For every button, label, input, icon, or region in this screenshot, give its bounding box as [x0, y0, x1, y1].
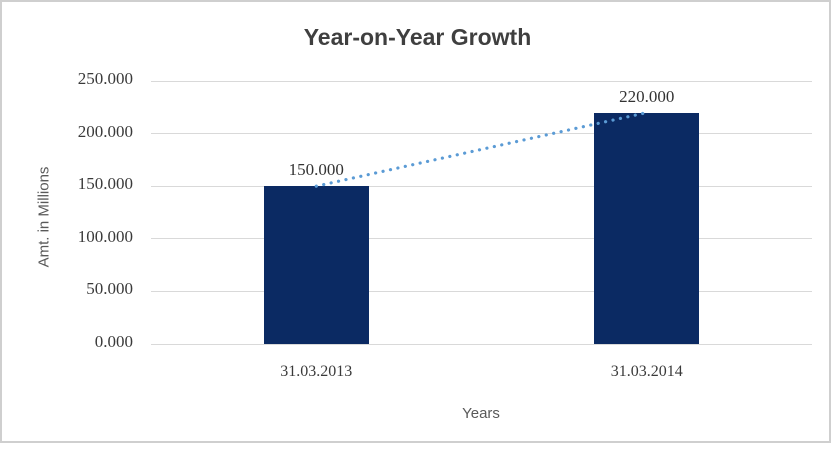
trendline: [314, 110, 649, 188]
y-tick-label: 0.000: [94, 332, 133, 351]
chart-title: Year-on-Year Growth: [303, 24, 532, 50]
y-tick-label: 100.000: [77, 226, 133, 246]
y-tick-label: 200.000: [77, 121, 133, 141]
gridline: [151, 185, 812, 187]
bar-data-label: 220.000: [619, 86, 675, 106]
trendline-segment: [314, 110, 649, 188]
gridline: [151, 343, 812, 345]
bar-31.03.2014: [594, 112, 700, 344]
gridline: [151, 133, 812, 135]
gridline: [151, 290, 812, 292]
gridline: [151, 80, 812, 82]
y-tick-label: 50.000: [86, 279, 133, 299]
plot-area: 150.000 220.000: [151, 80, 812, 345]
y-tick-label: 150.000: [77, 174, 133, 194]
x-axis-title: Years: [462, 405, 500, 422]
x-category-label: 31.03.2013: [280, 363, 353, 380]
gridline: [151, 238, 812, 240]
y-tick-label: 250.000: [77, 69, 133, 88]
x-category-label: 31.03.2014: [610, 363, 683, 380]
bar-data-label: 150.000: [288, 160, 344, 180]
bar-31.03.2013: [263, 186, 369, 344]
